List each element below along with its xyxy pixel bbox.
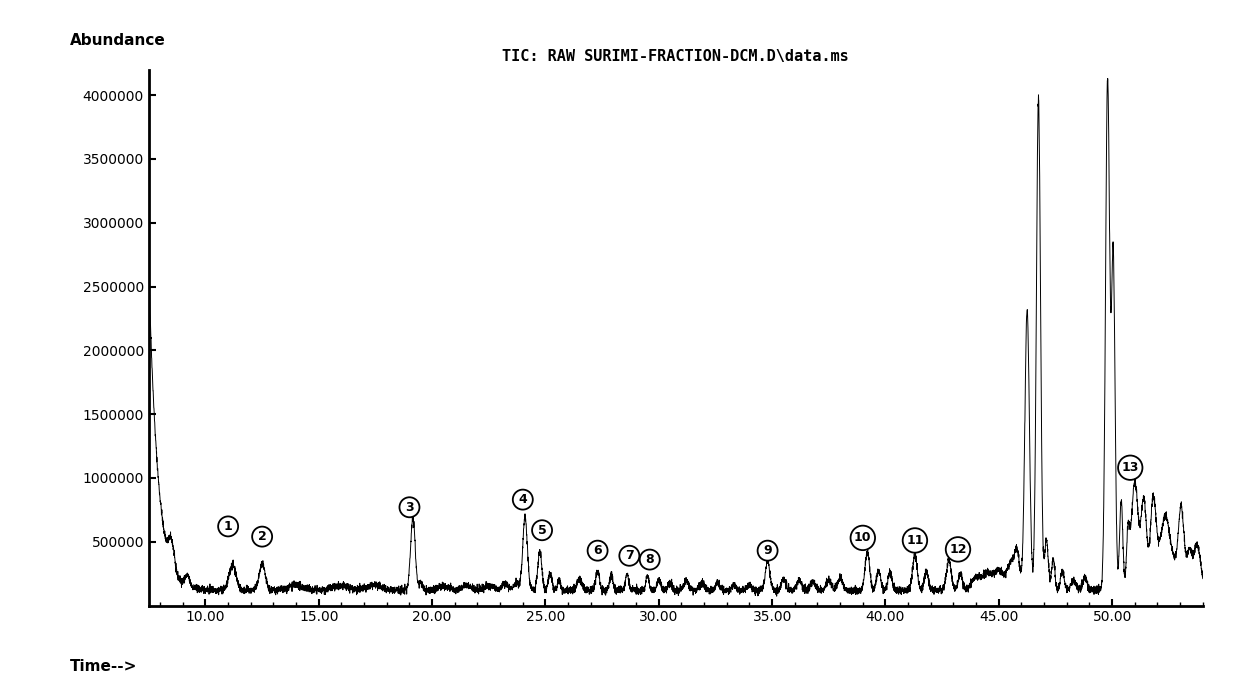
Text: 10: 10 [854, 531, 872, 544]
Text: 3: 3 [405, 500, 414, 514]
Text: 4: 4 [518, 493, 527, 506]
Text: 6: 6 [593, 544, 601, 557]
Text: 8: 8 [646, 553, 653, 566]
Text: 11: 11 [906, 534, 924, 547]
Text: Time-->: Time--> [69, 659, 138, 674]
Text: Abundance: Abundance [69, 33, 165, 48]
Text: 9: 9 [764, 544, 773, 557]
Text: 7: 7 [625, 549, 634, 562]
Text: 12: 12 [950, 543, 967, 556]
Text: 1: 1 [223, 520, 233, 533]
Text: 2: 2 [258, 530, 267, 543]
Text: 13: 13 [1121, 461, 1140, 474]
Title: TIC: RAW SURIMI-FRACTION-DCM.D\data.ms: TIC: RAW SURIMI-FRACTION-DCM.D\data.ms [502, 49, 849, 64]
Text: 5: 5 [538, 523, 547, 537]
